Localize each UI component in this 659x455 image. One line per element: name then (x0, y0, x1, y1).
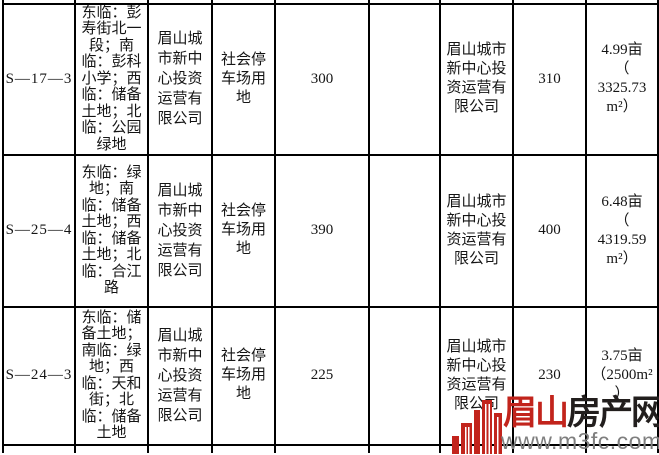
cell-empty (2, 0, 76, 5)
cell-value-a: 225 (274, 305, 370, 446)
cell-land-use: 社会停 车场用 地 (211, 153, 276, 308)
cell-area: 3.75亩 （2500m² ） (585, 305, 659, 446)
cell-area: 4.99亩 （ 3325.73 m²） (585, 2, 659, 156)
cell-land-use: 社会停 车场用 地 (211, 305, 276, 446)
cell-value-a: 300 (274, 2, 370, 156)
cell-parcel-id: S—25—4 (2, 153, 76, 308)
cell-area: 6.48亩 （ 4319.59 m²） (585, 153, 659, 308)
cell-empty (211, 0, 276, 5)
cell-clipped-text: 临：绿地 (74, 0, 149, 5)
cell-empty (512, 443, 587, 453)
cell-empty (368, 305, 441, 446)
cell-parcel-id: S—17—3 (2, 2, 76, 156)
clipped-text: 临：绿地 (77, 0, 146, 2)
cell-empty (211, 443, 276, 453)
table-row: S—17—3 东临：彭 寿街北一 段；南 临：彭科 小学；西 临：储备 土地；北… (2, 2, 659, 156)
cell-empty (147, 0, 213, 5)
cell-empty (512, 0, 587, 5)
table-row: S—25—4 东临：绿 地；南 临：储备 土地；西 临：储备 土地；北 临：合江… (2, 153, 659, 308)
table-row: S—24—3 东临：储 备土地； 南临：绿 地；西 临：天和 街；北 临：储备 … (2, 305, 659, 446)
cell-value-b: 400 (512, 153, 587, 308)
table-row-clipped-bottom (2, 443, 659, 453)
cell-boundary-desc: 东临：储 备土地； 南临：绿 地；西 临：天和 街；北 临：储备 土地 (74, 305, 149, 446)
cell-empty (74, 443, 149, 453)
cell-empty (274, 0, 370, 5)
cell-empty (368, 2, 441, 156)
cell-company-a: 眉山城 市新中 心投资 运营有 限公司 (147, 153, 213, 308)
cell-empty (368, 443, 441, 453)
cell-boundary-desc: 东临：绿 地；南 临：储备 土地；西 临：储备 土地；北 临：合江 路 (74, 153, 149, 308)
cell-company-a: 眉山城 市新中 心投资 运营有 限公司 (147, 305, 213, 446)
cell-land-use: 社会停 车场用 地 (211, 2, 276, 156)
cell-empty (585, 0, 659, 5)
cell-empty (439, 443, 514, 453)
cell-empty (439, 0, 514, 5)
cell-value-b: 230 (512, 305, 587, 446)
cell-company-a: 眉山城 市新中 心投资 运营有 限公司 (147, 2, 213, 156)
cell-empty (368, 153, 441, 308)
cell-company-b: 眉山城市 新中心投 资运营有 限公司 (439, 305, 514, 446)
cell-value-b: 310 (512, 2, 587, 156)
cell-empty (368, 0, 441, 5)
cell-empty (147, 443, 213, 453)
cell-company-b: 眉山城市 新中心投 资运营有 限公司 (439, 2, 514, 156)
cell-empty (274, 443, 370, 453)
cell-company-b: 眉山城市 新中心投 资运营有 限公司 (439, 153, 514, 308)
table-row-clipped-top: 临：绿地 (2, 0, 659, 5)
cell-boundary-desc: 东临：彭 寿街北一 段；南 临：彭科 小学；西 临：储备 土地；北 临：公园 绿… (74, 2, 149, 156)
cell-empty (585, 443, 659, 453)
cell-value-a: 390 (274, 153, 370, 308)
cell-parcel-id: S—24—3 (2, 305, 76, 446)
cell-empty (2, 443, 76, 453)
